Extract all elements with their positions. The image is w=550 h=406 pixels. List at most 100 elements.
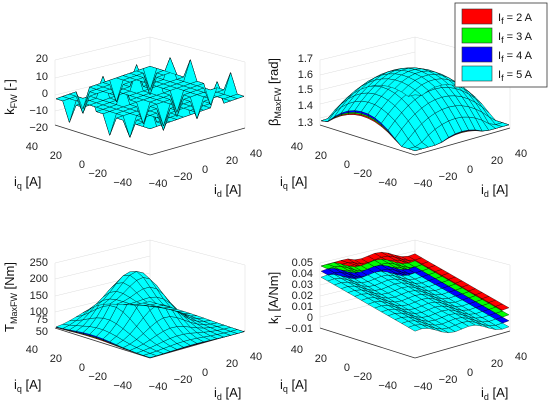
surface-torque: [55, 271, 245, 358]
ztick: 1.5: [298, 84, 313, 96]
qtick: 0: [79, 362, 85, 374]
legend-entry-if5: If = 5 A: [461, 65, 533, 83]
dtick: 0: [202, 164, 208, 176]
ztick: 0.04: [292, 268, 313, 280]
qtick: −40: [113, 177, 132, 189]
axes-box-torque: [54, 239, 246, 359]
legend-label-if3: If = 3 A: [498, 31, 533, 45]
dtick: 20: [226, 155, 238, 167]
qtick: 0: [79, 159, 85, 171]
qtick: −20: [88, 371, 107, 383]
zlabel-ki: kI [A/Nm]: [266, 272, 283, 324]
dtick: 20: [491, 155, 503, 167]
ylabel-iq: iq [A]: [280, 174, 307, 191]
dtick: 0: [467, 164, 473, 176]
ztick: −0.01: [285, 323, 313, 335]
dtick: 20: [491, 358, 503, 370]
legend-entry-if3: If = 3 A: [461, 27, 533, 45]
dtick: 0: [202, 367, 208, 379]
surface-patch: [407, 89, 423, 97]
ztick: −20: [29, 122, 48, 134]
qtick: 40: [291, 344, 303, 356]
qtick: −20: [88, 168, 107, 180]
surface-beta: [320, 67, 510, 151]
dtick: −40: [149, 381, 168, 393]
ylabel-iq: iq [A]: [14, 174, 41, 191]
zlabel-torque: TMaxFW [Nm]: [2, 262, 19, 332]
series-if5: [55, 57, 245, 138]
ztick: 1.3: [298, 117, 313, 129]
dtick: 40: [515, 148, 527, 160]
zlabel-beta: βMaxFW [rad]: [266, 58, 283, 126]
legend-entry-if2: If = 2 A: [461, 8, 533, 26]
dtick: −40: [414, 178, 433, 190]
ztick: 0.01: [292, 301, 313, 313]
legend-swatch-if5: [461, 65, 493, 82]
surface-patch: [143, 301, 157, 305]
legend-label-if4: If = 4 A: [498, 50, 533, 64]
surface-kfw: [55, 57, 245, 138]
ylabel-iq: iq [A]: [14, 377, 41, 394]
qtick: 0: [344, 159, 350, 171]
xlabel-id: id [A]: [214, 385, 241, 402]
qtick: −20: [353, 371, 372, 383]
panel-ki: 0.05 0.04 0.03 0.02 0.01 0 −0.01 40 20 0…: [266, 239, 527, 402]
xlabel-id: id [A]: [214, 182, 241, 199]
qtick: 0: [344, 362, 350, 374]
legend-entry-if4: If = 4 A: [461, 46, 533, 64]
qtick: 20: [315, 353, 327, 365]
ztick: 0: [307, 312, 313, 324]
qtick: 20: [50, 150, 62, 162]
dtick: 40: [250, 351, 262, 363]
panel-beta: 1.7 1.6 1.5 1.4 1.3 40 20 0 −20 −40 −40 …: [266, 36, 527, 199]
legend-label-if2: If = 2 A: [498, 12, 533, 26]
dtick: −20: [174, 374, 193, 386]
ztick: −10: [29, 105, 48, 117]
qtick: 20: [50, 353, 62, 365]
ztick: 1.4: [298, 100, 313, 112]
ztick: 0.05: [292, 257, 313, 269]
series-if5: [55, 271, 245, 358]
dtick: −20: [439, 171, 458, 183]
legend-swatch-if2: [461, 8, 493, 25]
qtick: −40: [113, 380, 132, 392]
ztick: 50: [36, 326, 48, 338]
panel-torque: 250 200 150 100 75 50 40 20 0 −20 −40 −4…: [2, 239, 262, 402]
surface-patch: [407, 266, 423, 274]
legend-label-if5: If = 5 A: [498, 69, 533, 83]
dtick: −20: [439, 374, 458, 386]
surface-patch: [143, 66, 157, 91]
surface-patch: [407, 260, 423, 268]
ztick: 20: [36, 53, 48, 65]
surface-patch: [407, 272, 423, 280]
ztick: 0: [42, 88, 48, 100]
ztick: 1.7: [298, 53, 313, 65]
xlabel-id: id [A]: [481, 385, 508, 402]
legend-swatch-if4: [461, 46, 493, 63]
xlabel-id: id [A]: [481, 182, 508, 199]
ztick: 0.02: [292, 290, 313, 302]
qtick: −40: [378, 380, 397, 392]
series-if5: [320, 271, 510, 333]
ztick: 150: [30, 290, 48, 302]
ztick: 100: [30, 306, 48, 318]
ztick: 75: [36, 314, 48, 326]
ylabel-iq: iq [A]: [280, 377, 307, 394]
ztick: 200: [30, 273, 48, 285]
ztick: 1.6: [298, 69, 313, 81]
qtick: 40: [26, 141, 38, 153]
qtick: −40: [378, 177, 397, 189]
legend: If = 2 A If = 3 A If = 4 A If = 5 A: [454, 2, 548, 88]
dtick: 20: [226, 358, 238, 370]
axes-box-kfw: [54, 36, 246, 156]
ztick: 10: [36, 71, 48, 83]
dtick: 0: [467, 367, 473, 379]
dtick: −20: [174, 171, 193, 183]
panel-kfw: 20 10 0 −10 −20 40 20 0 −20 −40 −40 −20 …: [2, 36, 262, 199]
qtick: 20: [315, 150, 327, 162]
dtick: −40: [414, 381, 433, 393]
ztick: 250: [30, 257, 48, 269]
dtick: −40: [149, 178, 168, 190]
surface-patch: [407, 253, 423, 261]
